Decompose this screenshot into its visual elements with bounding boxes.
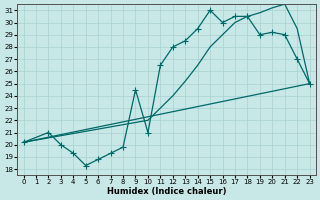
- X-axis label: Humidex (Indice chaleur): Humidex (Indice chaleur): [107, 187, 226, 196]
